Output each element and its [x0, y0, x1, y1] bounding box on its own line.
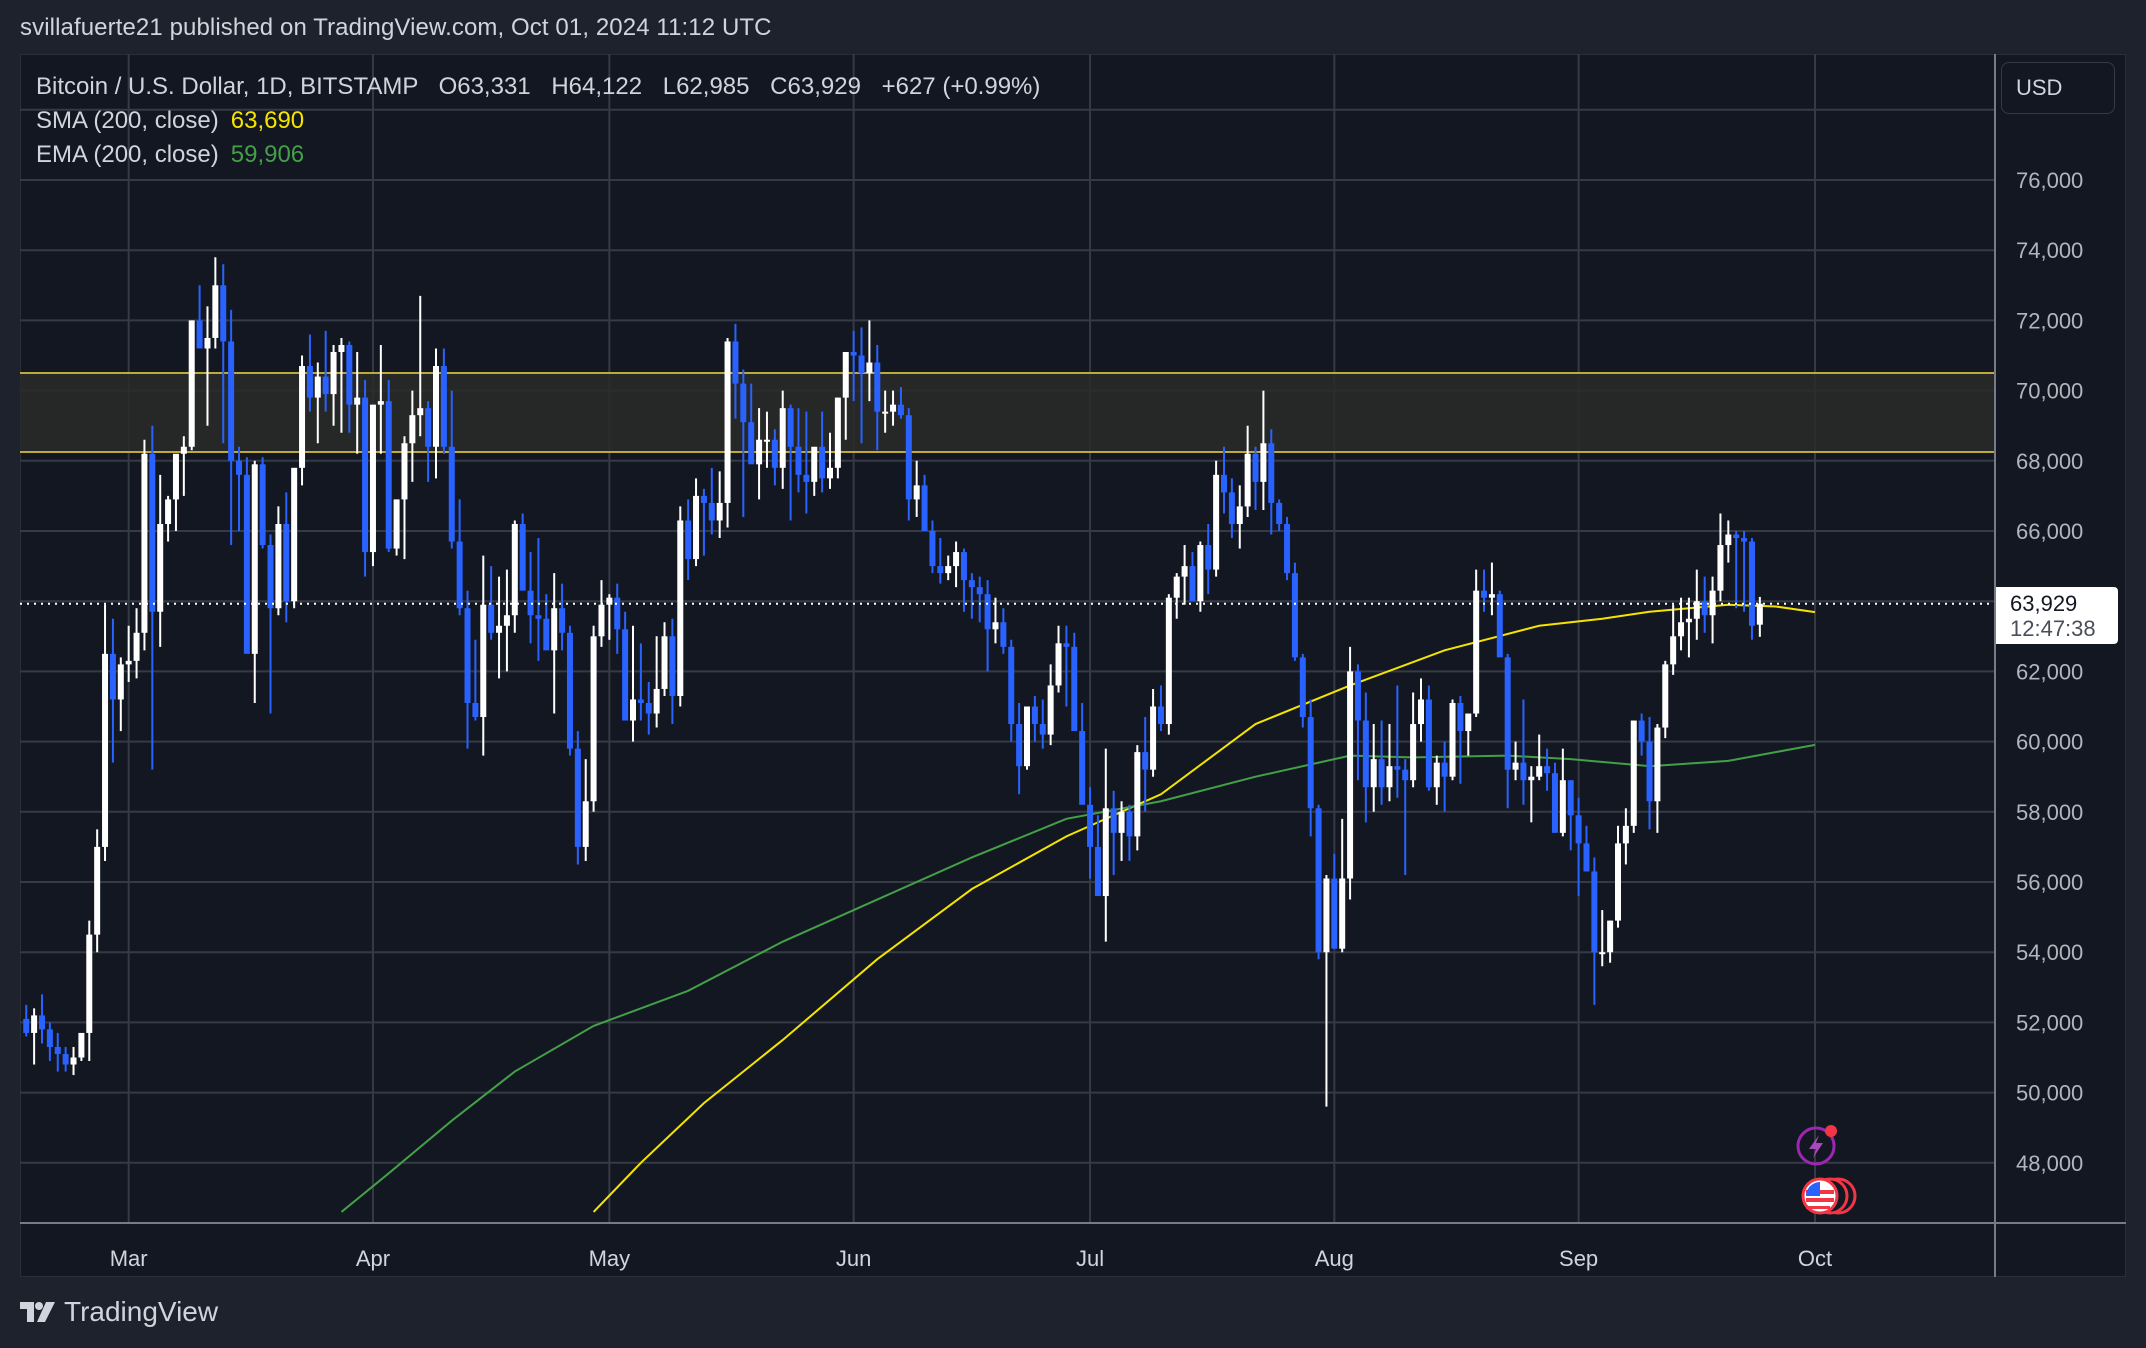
change-value: +627 (+0.99%) — [881, 73, 1041, 100]
price-tick: 62,000 — [2016, 659, 2083, 684]
time-axis-labels[interactable]: Mar Apr May Jun Jul Aug Sep Oct — [110, 1246, 1832, 1271]
price-tick: 72,000 — [2016, 308, 2083, 333]
sma-value: 63,690 — [230, 107, 305, 134]
currency-button[interactable]: USD — [2001, 62, 2115, 114]
time-tick: Sep — [1559, 1246, 1598, 1271]
price-tick: 68,000 — [2016, 449, 2083, 474]
sma-row[interactable]: SMA (200, close) 63,690 — [36, 104, 1040, 138]
sma-label[interactable]: SMA (200, close) — [36, 107, 219, 134]
price-tick: 60,000 — [2016, 730, 2083, 755]
last-price-tag: 63,929 12:47:38 — [1996, 587, 2118, 644]
time-tick: Apr — [356, 1246, 390, 1271]
symbol-name[interactable]: Bitcoin / U.S. Dollar, 1D, BITSTAMP — [36, 73, 418, 100]
time-tick: Jun — [836, 1246, 871, 1271]
us-economic-event-icon[interactable] — [1801, 1177, 1857, 1215]
price-tick: 70,000 — [2016, 379, 2083, 404]
price-tick: 54,000 — [2016, 940, 2083, 965]
price-tick: 58,000 — [2016, 800, 2083, 825]
bar-countdown: 12:47:38 — [2010, 616, 2096, 641]
price-tick: 66,000 — [2016, 519, 2083, 544]
candlesticks — [23, 257, 1763, 1107]
ema-label[interactable]: EMA (200, close) — [36, 141, 219, 168]
price-tick: 48,000 — [2016, 1151, 2083, 1176]
symbol-row[interactable]: Bitcoin / U.S. Dollar, 1D, BITSTAMP O63,… — [36, 70, 1040, 104]
lightning-alert-icon[interactable] — [1796, 1125, 1837, 1166]
open-value: O63,331 — [438, 73, 531, 100]
tradingview-brand: TradingView — [64, 1296, 219, 1327]
price-tick: 76,000 — [2016, 168, 2083, 193]
time-tick: Jul — [1076, 1246, 1104, 1271]
chart-legend: Bitcoin / U.S. Dollar, 1D, BITSTAMP O63,… — [36, 70, 1040, 172]
time-tick: May — [589, 1246, 631, 1271]
time-tick: Mar — [110, 1246, 148, 1271]
event-markers[interactable] — [1796, 1125, 1857, 1215]
price-tick: 52,000 — [2016, 1010, 2083, 1035]
price-tick: 50,000 — [2016, 1081, 2083, 1106]
close-value: C63,929 — [770, 73, 861, 100]
time-tick: Aug — [1315, 1246, 1354, 1271]
high-value: H64,122 — [551, 73, 643, 100]
price-tick: 74,000 — [2016, 238, 2083, 263]
price-chart[interactable]: 48,000 50,000 52,000 54,000 56,000 58,000 60,0… — [20, 54, 2126, 1277]
time-tick: Oct — [1798, 1246, 1832, 1271]
price-axis-labels[interactable]: 48,000 50,000 52,000 54,000 56,000 58,000 60,0… — [2016, 168, 2083, 1176]
low-value: L62,985 — [662, 73, 750, 100]
grid-lines — [20, 54, 1995, 1223]
tradingview-logo-icon — [20, 1302, 55, 1322]
ema-value: 59,906 — [230, 141, 305, 168]
publisher-line: svillafuerte21 published on TradingView.… — [20, 14, 772, 41]
ema-row[interactable]: EMA (200, close) 59,906 — [36, 138, 1040, 172]
price-tick: 56,000 — [2016, 870, 2083, 895]
last-price-value: 63,929 — [2010, 591, 2078, 616]
tradingview-logo[interactable]: TradingView — [20, 1296, 218, 1328]
